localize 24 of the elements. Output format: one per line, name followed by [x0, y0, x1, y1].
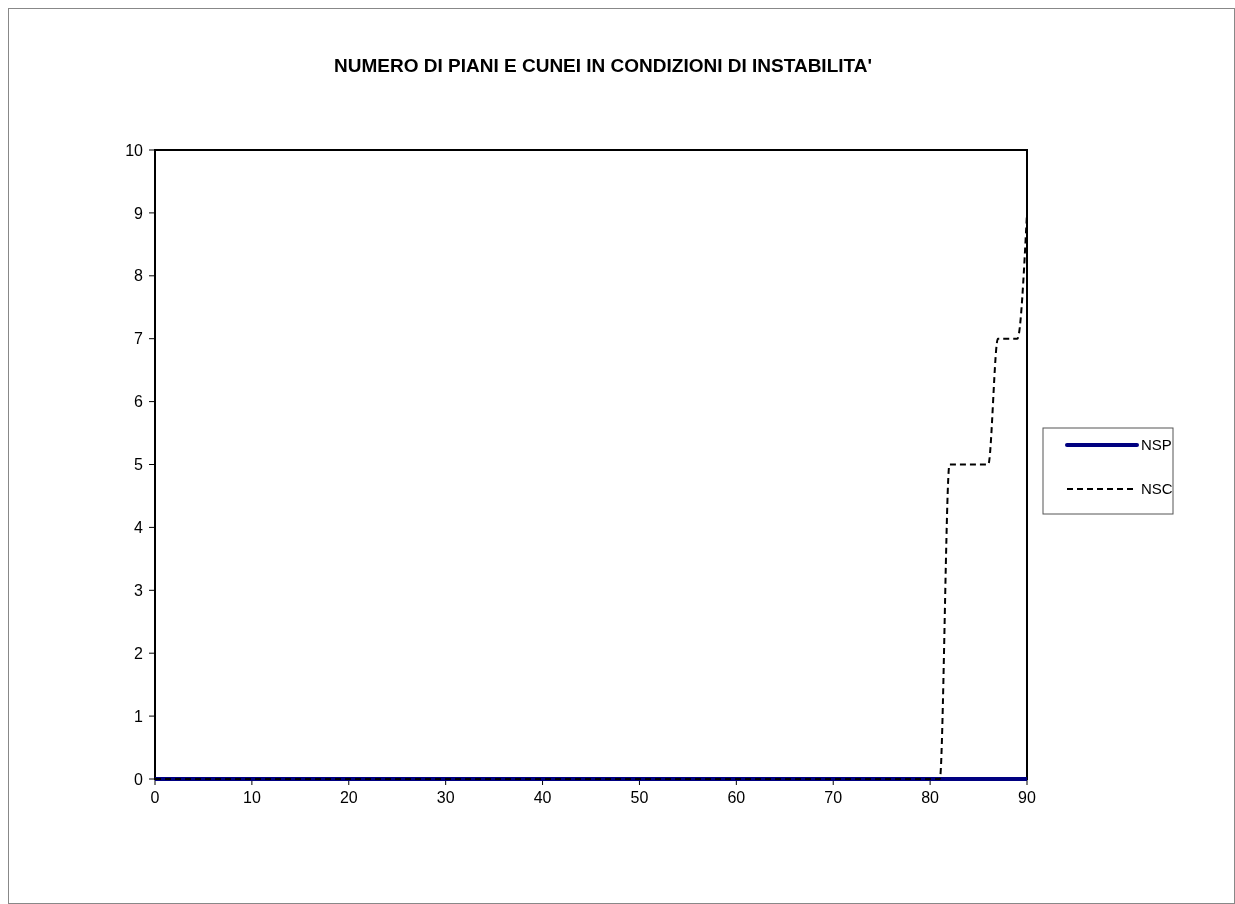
x-tick-label: 10: [242, 789, 261, 806]
x-tick-label: 60: [727, 789, 746, 806]
legend-label: NSP: [1141, 436, 1172, 454]
x-tick-label: 50: [630, 789, 649, 806]
legend-label: NSC: [1141, 480, 1173, 498]
y-tick-label: 9: [134, 204, 144, 222]
x-tick-label: 80: [921, 789, 940, 806]
y-tick-label: 8: [134, 267, 144, 285]
y-tick-label: 7: [134, 330, 144, 348]
x-tick-label: 40: [533, 789, 552, 806]
y-tick-label: 0: [134, 770, 144, 788]
x-tick-label: 20: [339, 789, 358, 806]
x-tick-label: 70: [824, 789, 843, 806]
y-tick-label: 1: [134, 707, 144, 725]
x-tick-label: 0: [150, 789, 160, 806]
y-tick-label: 4: [134, 519, 144, 536]
y-tick-label: 5: [134, 456, 144, 474]
y-tick-label: 6: [134, 393, 144, 411]
y-tick-label: 3: [134, 581, 144, 599]
y-tick-label: 10: [125, 141, 144, 159]
x-tick-label: 30: [436, 789, 455, 806]
x-tick-label: 90: [1018, 789, 1036, 806]
y-tick-label: 2: [134, 644, 144, 662]
chart-title: NUMERO DI PIANI E CUNEI IN CONDIZIONI DI INSTABILITA': [334, 55, 872, 76]
